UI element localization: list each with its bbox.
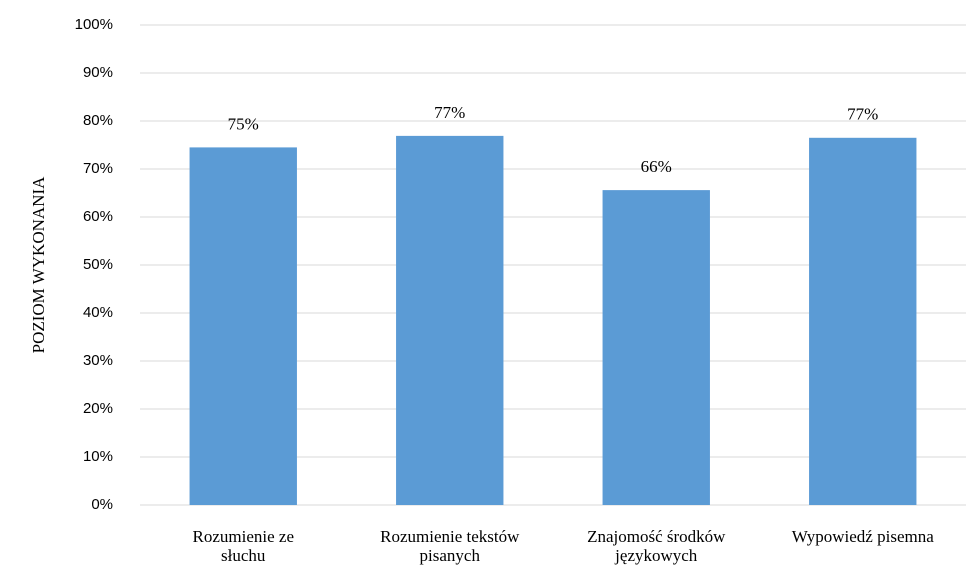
y-tick-label: 60% <box>83 208 113 225</box>
bar <box>809 137 917 506</box>
data-label: 77% <box>847 105 878 124</box>
data-label: 75% <box>228 114 259 133</box>
data-label: 77% <box>434 103 465 122</box>
y-tick-label: 80% <box>83 112 113 129</box>
bar <box>189 147 297 505</box>
y-tick-label: 0% <box>91 496 113 513</box>
x-tick-label: Wypowiedź pisemna <box>791 527 934 546</box>
y-tick-label: 20% <box>83 400 113 417</box>
y-tick-label: 30% <box>83 352 113 369</box>
y-tick-label: 50% <box>83 256 113 273</box>
bar <box>602 190 710 505</box>
x-tick-label: Rozumienie tekstów pisanych <box>380 527 520 565</box>
data-label: 66% <box>641 157 672 176</box>
y-tick-label: 40% <box>83 304 113 321</box>
y-axis-title: POZIOM WYKONANIA <box>29 176 48 353</box>
y-tick-label: 70% <box>83 160 113 177</box>
x-tick-label: Znajomość środków językowych <box>587 527 726 565</box>
bar <box>396 135 504 505</box>
y-tick-label: 90% <box>83 64 113 81</box>
y-tick-label: 10% <box>83 448 113 465</box>
y-tick-label: 100% <box>75 16 113 33</box>
x-tick-label: Rozumienie ze słuchu <box>192 527 295 565</box>
